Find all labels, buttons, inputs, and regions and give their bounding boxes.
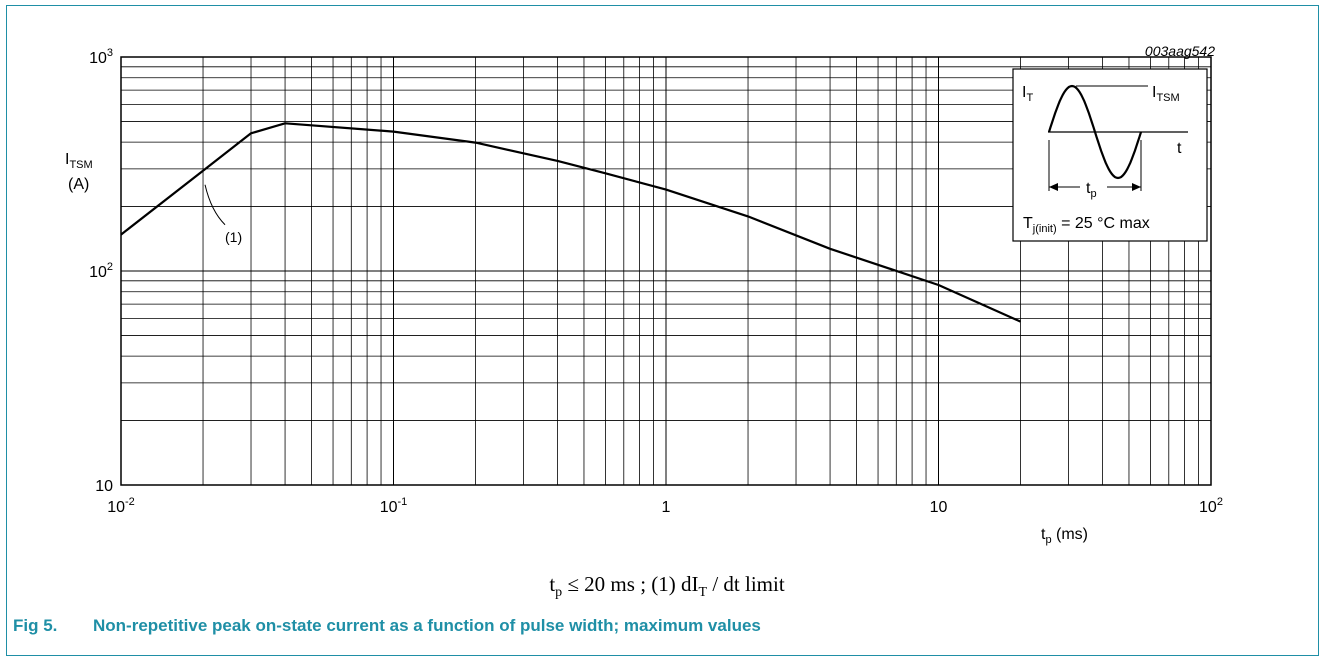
y-tick-label: 103 (89, 47, 113, 67)
inset-diagram: IT ITSM t tp Tj(init) = 25 °C max (1012, 68, 1208, 242)
annotation-label: (1) (225, 229, 242, 245)
tick-labels: 10-2 10-1 1 10 102 10 102 103 (89, 47, 1223, 516)
inset-it-label: IT (1022, 84, 1033, 104)
x-tick-label: 10-1 (380, 496, 408, 516)
figure-number: Fig 5. (13, 616, 58, 635)
condition-text: tp ≤ 20 ms ; (1) dIT / dt limit (549, 572, 785, 601)
x-tick-label: 10-2 (107, 496, 135, 516)
figure-caption: Fig 5. Non-repetitive peak on-state curre… (7, 616, 907, 636)
inset-sine-wave (1047, 84, 1143, 180)
inset-box (1012, 68, 1208, 242)
y-tick-label: 102 (89, 261, 113, 281)
inset-itsm-label: ITSM (1152, 84, 1180, 104)
figure-caption-text: Non-repetitive peak on-state current as … (93, 616, 761, 635)
y-tick-label: 10 (95, 478, 113, 495)
figure-frame: 10-2 10-1 1 10 102 10 102 103 (1) 003aag542 ITS… (6, 5, 1319, 656)
x-tick-label: 102 (1199, 496, 1223, 516)
y-axis-unit: (A) (68, 176, 89, 193)
inset-arrowhead-left (1049, 183, 1058, 191)
inset-temperature-label: Tj(init) = 25 °C max (1023, 215, 1150, 235)
annotation-leader (204, 184, 226, 226)
chart: 10-2 10-1 1 10 102 10 102 103 (1) 003aag542 ITS… (65, 43, 1223, 546)
figure-code: 003aag542 (1145, 43, 1215, 59)
series-layer: (1) (120, 122, 1021, 323)
x-axis-label: tp (ms) (1041, 526, 1088, 546)
inset-t-label: t (1177, 140, 1182, 157)
inset-tp-label: tp (1086, 180, 1097, 200)
x-tick-label: 10 (930, 499, 948, 516)
inset-arrowhead-right (1132, 183, 1141, 191)
plot-frame (120, 56, 1212, 486)
y-axis-label: ITSM (65, 151, 93, 171)
curve-max-itsm (120, 122, 1021, 323)
plot-border (120, 56, 1212, 486)
x-tick-label: 1 (662, 499, 671, 516)
